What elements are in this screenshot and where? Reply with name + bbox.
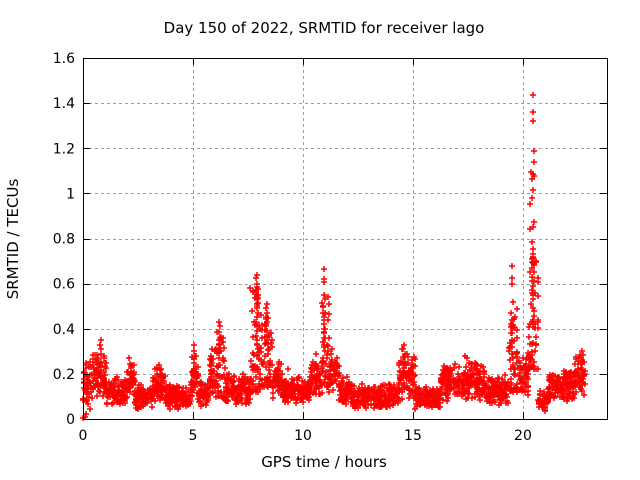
y-tick-label: 0.8 xyxy=(53,232,75,248)
y-tick-label: 1.2 xyxy=(53,141,75,157)
y-tick-label: 0 xyxy=(66,412,75,428)
y-tick-label: 0.4 xyxy=(53,322,75,338)
y-tick-label: 0.6 xyxy=(53,277,75,293)
y-tick-label: 1.6 xyxy=(53,51,75,67)
y-tick-label: 1 xyxy=(66,186,75,202)
y-axis-label: SRMTID / TECUs xyxy=(4,178,22,300)
x-tick-label: 10 xyxy=(294,428,312,444)
scatter-points xyxy=(80,92,588,421)
x-tick-label: 15 xyxy=(404,428,422,444)
x-tick-label: 0 xyxy=(79,428,88,444)
x-axis-label: GPS time / hours xyxy=(261,453,387,471)
y-tick-label: 1.4 xyxy=(53,96,75,112)
x-tick-label: 20 xyxy=(514,428,532,444)
chart-title: Day 150 of 2022, SRMTID for receiver lag… xyxy=(163,19,485,37)
x-tick-label: 5 xyxy=(189,428,198,444)
y-tick-label: 0.2 xyxy=(53,367,75,383)
